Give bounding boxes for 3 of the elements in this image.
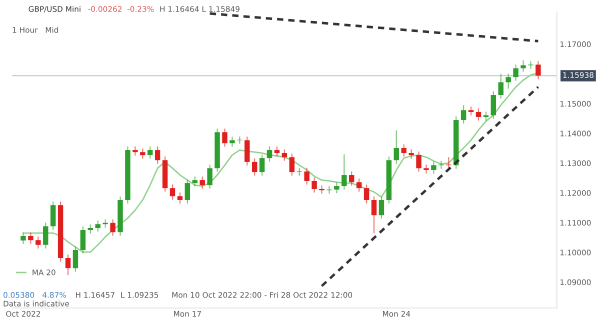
candlestick — [528, 60, 534, 70]
candlestick — [424, 164, 429, 174]
candlestick — [326, 185, 332, 194]
